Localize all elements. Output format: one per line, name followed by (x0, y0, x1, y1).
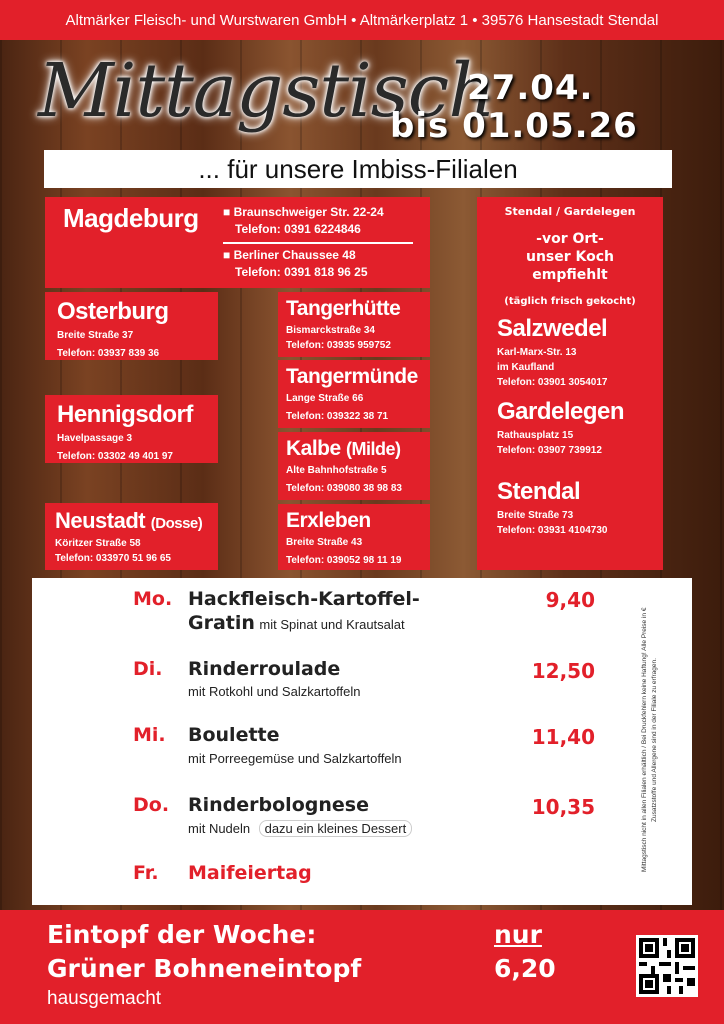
menu-dish: Maifeiertag (188, 862, 312, 884)
menu-day: Mo. (133, 588, 173, 610)
disclaimer-line: Mittagstisch nicht in allen Filialen erh… (641, 607, 648, 873)
store-phone: Telefon: 03901 3054017 (497, 377, 608, 388)
store-address: Breite Straße 73 (497, 510, 574, 521)
store-address: Havelpassage 3 (57, 433, 133, 444)
menu-dish: Gratin (188, 612, 255, 634)
menu-dish: Hackfleisch-Kartoffel- (188, 588, 420, 610)
store-phone: Telefon: 03935 959752 (286, 340, 391, 351)
store-phone: Telefon: 039322 38 71 (286, 411, 389, 422)
store-hennigsdorf: Hennigsdorf Havelpassage 3 Telefon: 0330… (45, 395, 218, 463)
eintopf-nur: nur (494, 920, 542, 949)
eintopf-label: Eintopf der Woche: (47, 920, 317, 949)
menu-extra: dazu ein kleines Dessert (258, 820, 413, 837)
store-city: Magdeburg (63, 203, 199, 233)
qr-code-icon (639, 938, 695, 994)
region-header: Stendal / Gardelegen (504, 205, 636, 218)
menu-day: Do. (133, 794, 170, 816)
store-phone: Telefon: 0391 818 96 25 (235, 265, 368, 279)
menu-day: Mi. (133, 724, 166, 746)
menu-dish: Rinderroulade (188, 658, 341, 680)
menu-price: 12,50 (531, 659, 595, 683)
store-city: Kalbe (286, 437, 341, 460)
eintopf-name: Grüner Bohneneintopf (47, 954, 362, 983)
menu-dish: Boulette (188, 724, 280, 746)
menu-price: 11,40 (531, 725, 595, 749)
store-city: Osterburg (57, 298, 169, 325)
subtitle-banner: ... für unsere Imbiss-Filialen (44, 150, 672, 188)
store-neustadt: Neustadt (Dosse) Köritzer Straße 58 Tele… (45, 503, 218, 570)
store-erxleben: Erxleben Breite Straße 43 Telefon: 03905… (278, 504, 430, 570)
store-address: ■ Braunschweiger Str. 22-24 (223, 205, 384, 219)
store-phone: Telefon: 039080 38 98 83 (286, 483, 402, 494)
menu-side: mit Rotkohl und Salzkartoffeln (188, 684, 361, 699)
bullet-icon: ■ (223, 248, 234, 262)
bullet-icon: ■ (223, 205, 234, 219)
store-box-stendal-gardelegen: Stendal / Gardelegen -vor Ort- unser Koc… (477, 197, 663, 570)
store-phone: Telefon: 0391 6224846 (235, 222, 361, 236)
eintopf-price: 6,20 (494, 954, 556, 983)
store-magdeburg: Magdeburg ■ Braunschweiger Str. 22-24 Te… (45, 197, 430, 288)
store-address: Alte Bahnhofstraße 5 (286, 465, 387, 476)
store-phone: Telefon: 03931 4104730 (497, 525, 608, 536)
koch-line: unser Koch (525, 249, 615, 265)
menu-price: 10,35 (531, 795, 595, 819)
store-city-suffix: (Dosse) (150, 515, 203, 532)
date-to: bis 01.05.26 (390, 106, 638, 146)
menu-side: mit Porreegemüse und Salzkartoffeln (188, 751, 402, 766)
store-phone: Telefon: 033970 51 96 65 (55, 553, 171, 564)
menu-side: mit Spinat und Krautsalat (259, 617, 405, 632)
eintopf-sub: hausgemacht (47, 988, 162, 1009)
store-city: Hennigsdorf (57, 401, 193, 428)
koch-line: -vor Ort- (536, 231, 604, 247)
page-title: Mittagstisch (38, 48, 496, 134)
store-city-suffix: (Milde) (346, 439, 401, 459)
store-city: Stendal (497, 478, 581, 505)
store-address: Lange Straße 66 (286, 393, 364, 404)
store-osterburg: Osterburg Breite Straße 37 Telefon: 0393… (45, 292, 218, 360)
qr-code[interactable] (636, 935, 698, 997)
menu-dish: Rinderbolognese (188, 794, 369, 816)
store-address: ■ Berliner Chaussee 48 (223, 248, 356, 262)
store-city: Tangerhütte (286, 297, 401, 320)
subtitle: ... für unsere Imbiss-Filialen (198, 153, 518, 184)
store-kalbe: Kalbe (Milde) Alte Bahnhofstraße 5 Telef… (278, 432, 430, 500)
store-address: Köritzer Straße 58 (55, 538, 141, 549)
store-address: Karl-Marx-Str. 13 (497, 347, 577, 358)
store-address: Breite Straße 37 (57, 330, 134, 341)
disclaimer-note: Mittagstisch nicht in allen Filialen erh… (640, 590, 680, 890)
menu-panel (32, 578, 692, 905)
store-phone: Telefon: 03907 739912 (497, 445, 602, 456)
menu-price: 9,40 (545, 588, 595, 612)
koch-line: empfiehlt (532, 267, 608, 283)
store-city: Tangermünde (286, 365, 418, 388)
store-city: Neustadt (55, 508, 146, 533)
menu-day: Fr. (133, 862, 159, 884)
store-address: Rathausplatz 15 (497, 430, 574, 441)
company-line: Altmärker Fleisch- und Wurstwaren GmbH •… (65, 11, 659, 29)
disclaimer-line: Zusatzstoffe und Allergene sind in der F… (651, 658, 658, 822)
store-phone: Telefon: 039052 98 11 19 (286, 555, 402, 566)
store-address: Bismarckstraße 34 (286, 325, 375, 336)
fresh-note: (täglich frisch gekocht) (504, 296, 636, 307)
store-city: Salzwedel (497, 315, 608, 342)
store-phone: Telefon: 03937 839 36 (57, 348, 160, 359)
eintopf-banner (0, 910, 724, 1024)
store-address-2: im Kaufland (497, 362, 555, 373)
date-from: 27.04. (467, 68, 594, 108)
menu-day: Di. (133, 658, 163, 680)
store-city: Erxleben (286, 509, 371, 532)
store-address: Breite Straße 43 (286, 537, 363, 548)
chef-recommends: -vor Ort- unser Koch empfiehlt (483, 230, 657, 284)
menu-side: mit Nudeln (188, 821, 251, 836)
divider (223, 242, 413, 244)
store-city: Gardelegen (497, 398, 625, 425)
store-phone: Telefon: 03302 49 401 97 (57, 451, 173, 462)
store-tangerhuette: Tangerhütte Bismarckstraße 34 Telefon: 0… (278, 292, 430, 357)
store-tangermuende: Tangermünde Lange Straße 66 Telefon: 039… (278, 360, 430, 428)
company-header-bar: Altmärker Fleisch- und Wurstwaren GmbH •… (0, 0, 724, 40)
